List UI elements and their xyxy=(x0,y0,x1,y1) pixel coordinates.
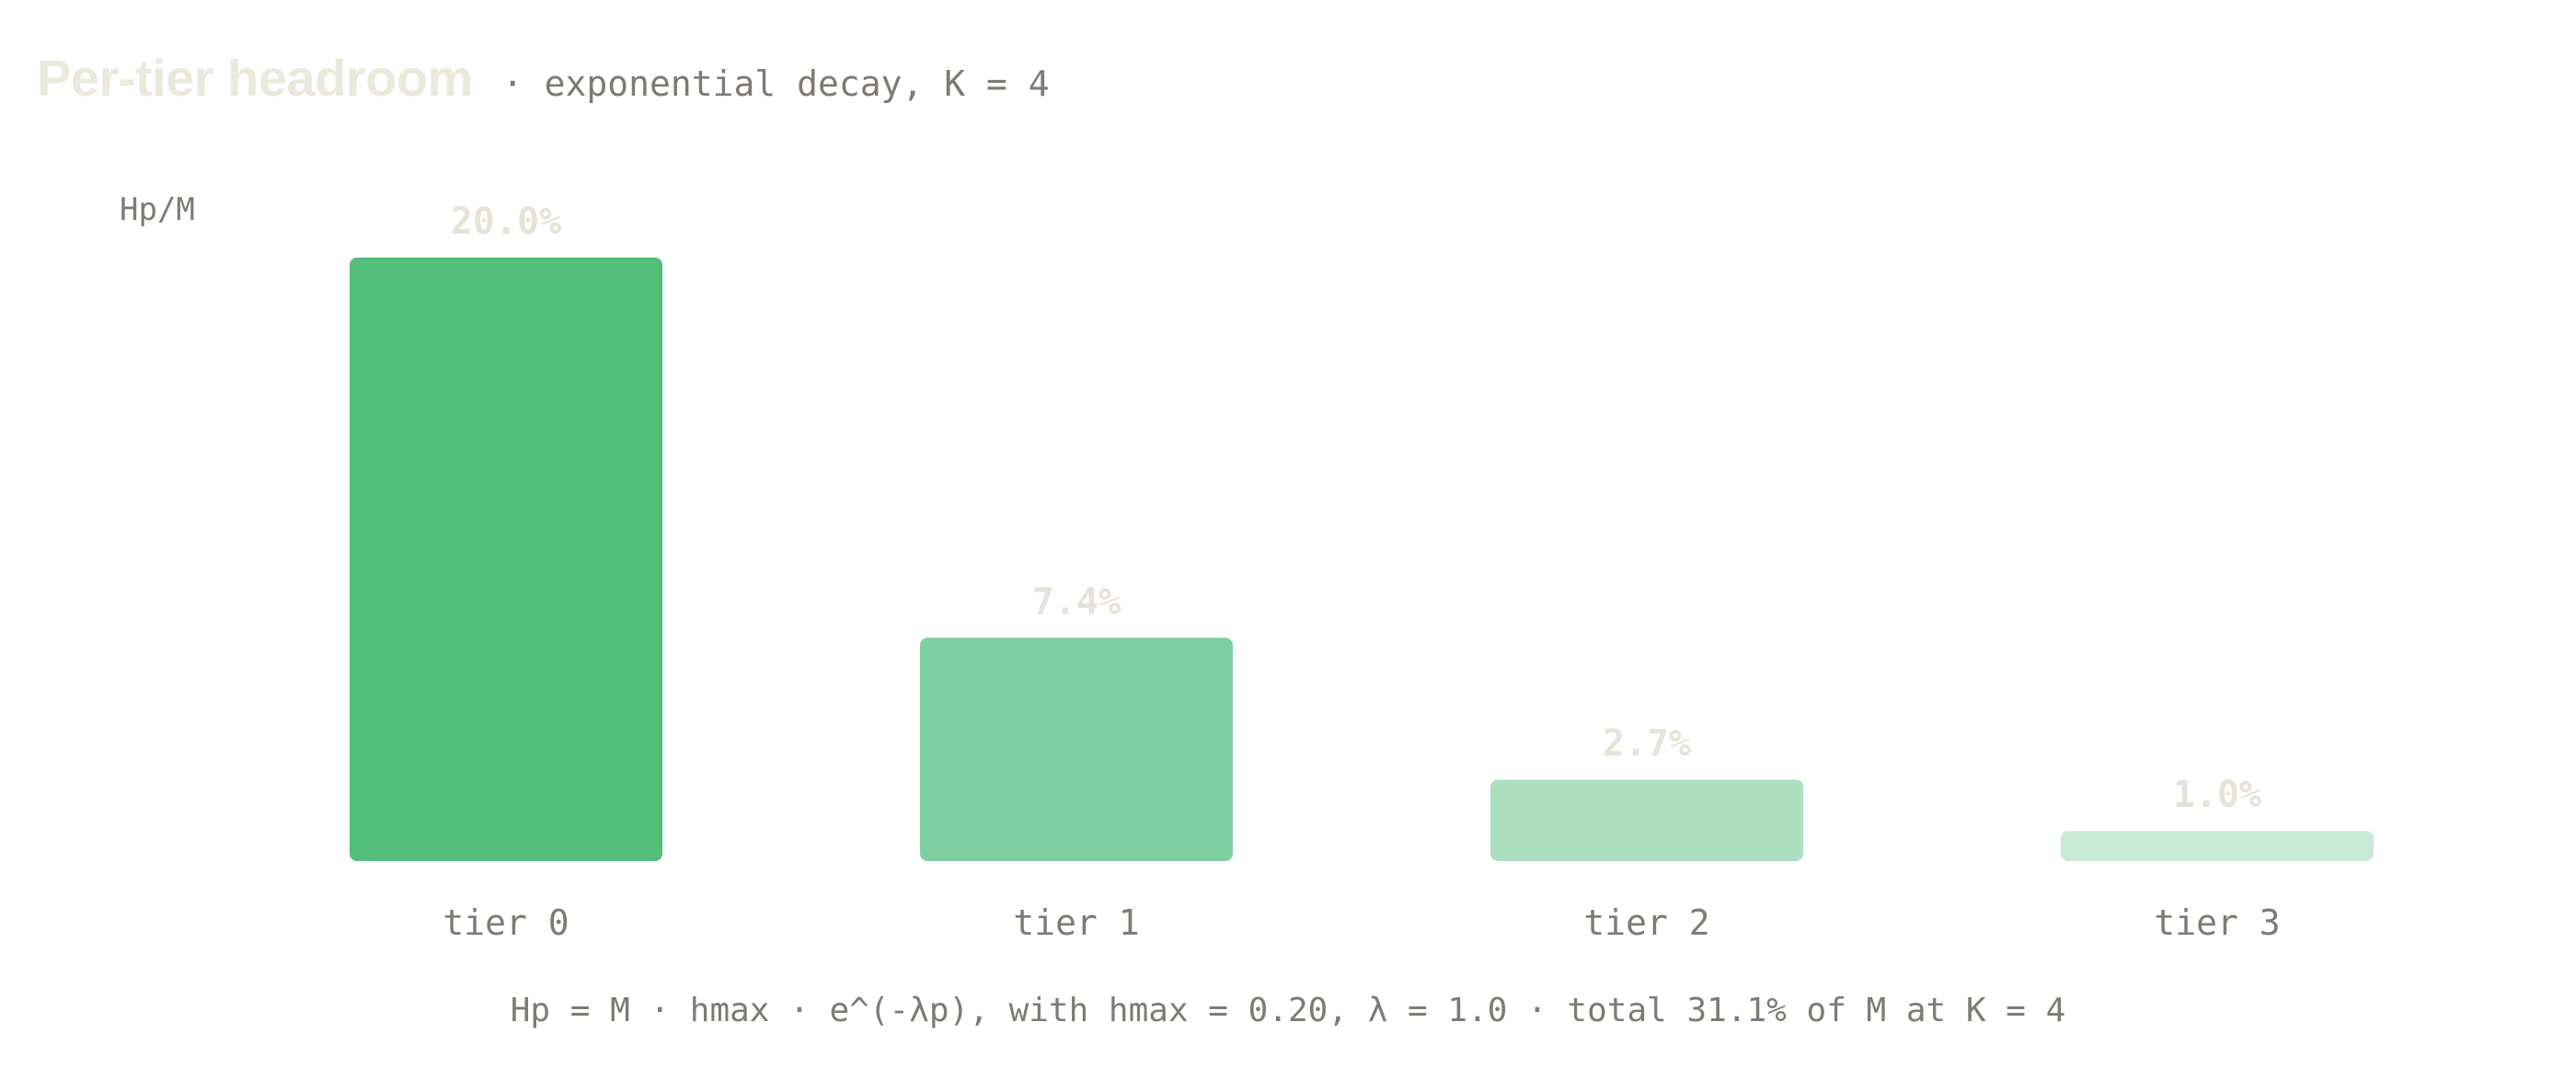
bar-tier-2 xyxy=(1490,779,1803,861)
category-label: tier 1 xyxy=(1013,902,1139,943)
title-row: Per-tier headroom · exponential decay, K… xyxy=(37,48,1050,108)
chart-title: Per-tier headroom xyxy=(37,49,473,107)
chart-subtitle: · exponential decay, K = 4 xyxy=(501,63,1050,104)
bar-tier-1 xyxy=(920,638,1233,861)
chart-footnote: Hp = M · hmax · e^(-λp), with hmax = 0.2… xyxy=(510,992,2066,1029)
bar-tier-3 xyxy=(2061,831,2374,861)
bar-chart: 20.0% tier 0 7.4% tier 1 2.7% tier 2 1.0% tier … xyxy=(350,201,2374,943)
value-label: 1.0% xyxy=(2173,774,2261,816)
bar-tier-0 xyxy=(350,258,662,861)
value-label: 20.0% xyxy=(451,201,561,243)
category-label: tier 2 xyxy=(1583,902,1709,943)
category-label: tier 0 xyxy=(443,902,569,943)
y-axis-label: Hp/M xyxy=(120,191,195,228)
value-label: 2.7% xyxy=(1603,722,1691,764)
value-label: 7.4% xyxy=(1032,580,1121,623)
category-label: tier 3 xyxy=(2154,902,2280,943)
